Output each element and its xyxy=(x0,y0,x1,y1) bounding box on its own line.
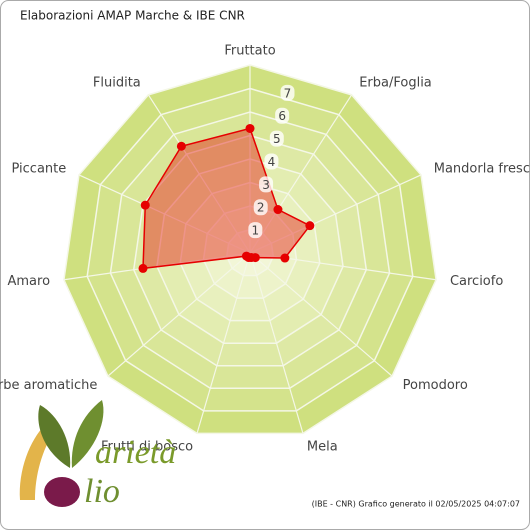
axis-line xyxy=(196,252,251,434)
tick-label: 1 xyxy=(252,224,260,238)
data-point xyxy=(176,141,186,151)
axis-line xyxy=(249,174,422,254)
data-point xyxy=(140,200,150,210)
data-point xyxy=(305,221,315,231)
axis-label: Fruttato xyxy=(224,44,275,59)
axis-label: Carciofo xyxy=(450,274,503,289)
tick-bg xyxy=(248,222,263,239)
tick-label: 5 xyxy=(273,132,281,146)
axis-label: Fluidita xyxy=(93,76,141,91)
axis-label: Mela xyxy=(307,439,338,454)
data-point xyxy=(138,263,148,273)
tick-label: 4 xyxy=(268,155,276,169)
tick-label: 6 xyxy=(278,109,286,123)
tick-bg xyxy=(264,153,279,170)
axis-label: Pomodoro xyxy=(403,378,468,393)
logo-leaf xyxy=(71,400,104,468)
axis-line xyxy=(78,174,251,254)
axis-line xyxy=(249,94,353,254)
axis-line xyxy=(249,252,393,377)
footer: (IBE - CNR) Grafico generato il 02/05/20… xyxy=(312,500,520,509)
axis-line xyxy=(107,252,251,377)
tick-bg xyxy=(269,130,284,147)
logo-olive xyxy=(44,477,80,507)
tick-bg xyxy=(253,199,268,216)
data-point xyxy=(241,251,251,261)
tick-bg xyxy=(275,107,290,124)
logo-text: lio xyxy=(84,473,120,510)
axis-label: Amaro xyxy=(8,274,51,289)
axis-label: Mandorla fresca xyxy=(434,162,530,177)
axis-line xyxy=(147,94,251,254)
axis-label: Piccante xyxy=(11,162,66,177)
data-point xyxy=(280,253,290,263)
logo-text: arietà xyxy=(95,434,176,471)
axis-label: Erba/Foglia xyxy=(359,76,432,91)
chart-title: Elaborazioni AMAP Marche & IBE CNR xyxy=(20,9,245,23)
data-point xyxy=(245,123,255,133)
axis-label: Erbe aromatiche xyxy=(0,378,97,393)
tick-bg xyxy=(259,176,274,193)
axis-label: Frutti di bosco xyxy=(101,439,193,454)
tick-label: 7 xyxy=(284,86,292,100)
axis-line xyxy=(249,252,304,434)
logo-leaf xyxy=(38,405,71,468)
logo: arietà lio xyxy=(19,400,176,510)
tick-label: 2 xyxy=(257,201,265,215)
tick-bg xyxy=(280,84,295,101)
tick-label: 3 xyxy=(262,178,270,192)
data-point xyxy=(273,205,283,215)
